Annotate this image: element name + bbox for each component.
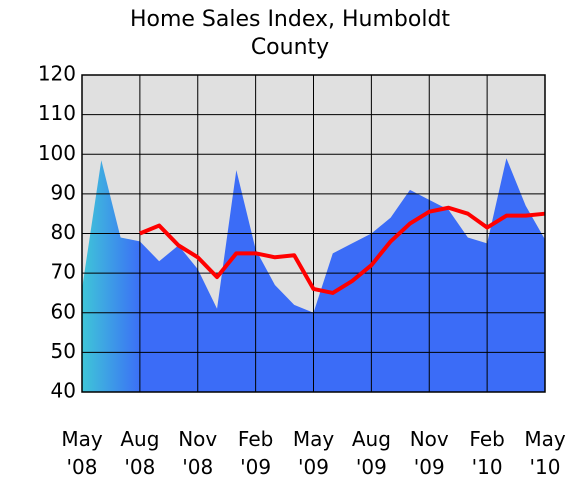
y-tick-label: 90 — [51, 180, 76, 204]
x-tick-label: May '09 — [293, 427, 335, 479]
x-tick-label: Feb '09 — [238, 427, 273, 479]
y-tick-label: 110 — [38, 101, 76, 125]
line — [139, 205, 546, 295]
x-tick-label: May '08 — [61, 427, 103, 479]
x-tick-label: Aug '08 — [120, 427, 159, 479]
y-tick-label: 70 — [51, 260, 76, 284]
y-tick-label: 100 — [38, 141, 76, 165]
x-tick-label: May '10 — [524, 427, 566, 479]
x-tick-label: Nov '08 — [178, 427, 217, 479]
plot-border — [81, 74, 546, 393]
y-tick-label: 120 — [38, 62, 76, 86]
x-tick-label: Nov '09 — [410, 427, 449, 479]
chart-title: Home Sales Index, Humboldt County — [129, 7, 451, 60]
y-tick-label: 40 — [51, 379, 76, 403]
x-tick-label: Aug '09 — [352, 427, 391, 479]
y-tick-label: 50 — [51, 339, 76, 363]
x-tick-label: Feb '10 — [469, 427, 504, 479]
y-tick-label: 60 — [51, 299, 76, 323]
y-tick-label: 80 — [51, 220, 76, 244]
